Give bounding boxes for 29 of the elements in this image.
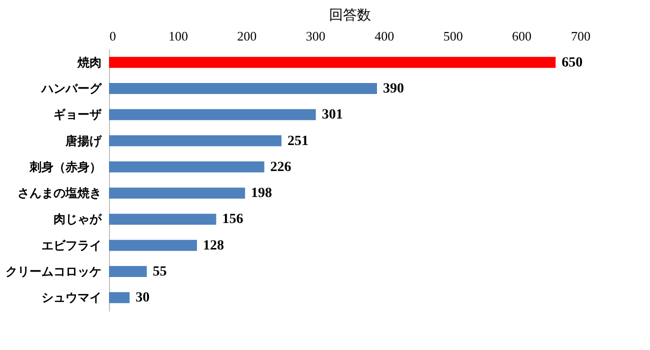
y-tick-label: 肉じゃが: [54, 212, 102, 226]
data-label: 251: [287, 134, 308, 149]
y-tick-label: 刺身（赤身）: [28, 160, 102, 174]
data-label: 128: [202, 238, 224, 254]
data-label: 301: [322, 108, 343, 123]
data-label: 650: [562, 55, 583, 70]
x-tick-label: 400: [374, 28, 394, 44]
y-tick-label: ギョーザ: [54, 108, 102, 122]
y-tick-label: ハンバーグ: [40, 81, 102, 96]
x-tick-label: 500: [443, 28, 463, 44]
data-label: 30: [136, 290, 150, 306]
x-tick-label: 300: [306, 28, 326, 44]
data-label: 226: [270, 160, 292, 175]
y-tick-label: エビフライ: [42, 238, 102, 252]
y-tick-label: シュウマイ: [42, 290, 102, 305]
x-axis-title: 回答数: [329, 8, 371, 24]
data-label: 156: [222, 212, 244, 228]
x-tick-label: 200: [237, 28, 257, 44]
x-tick-label: 600: [512, 28, 532, 44]
data-label: 55: [152, 264, 167, 280]
x-tick-label: 0: [110, 28, 116, 44]
x-tick-label: 100: [168, 28, 188, 44]
y-tick-label: さんまの塩焼き: [18, 186, 102, 200]
data-label: 390: [382, 81, 404, 96]
y-tick-label: 唐揚げ: [64, 134, 102, 148]
y-tick-label: 焼肉: [76, 55, 102, 70]
y-tick-label: クリームコロッケ: [6, 264, 102, 279]
data-label: 198: [251, 186, 272, 202]
x-tick-label: 700: [571, 28, 590, 44]
